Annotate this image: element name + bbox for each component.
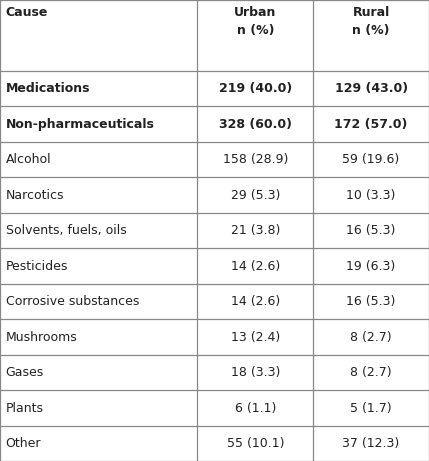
Text: Alcohol: Alcohol xyxy=(6,153,51,166)
Text: 8 (2.7): 8 (2.7) xyxy=(350,331,392,344)
Text: Solvents, fuels, oils: Solvents, fuels, oils xyxy=(6,224,126,237)
Text: 172 (57.0): 172 (57.0) xyxy=(334,118,408,131)
Text: Pesticides: Pesticides xyxy=(6,260,68,273)
Text: 37 (12.3): 37 (12.3) xyxy=(342,437,400,450)
Text: 219 (40.0): 219 (40.0) xyxy=(219,82,292,95)
Text: Mushrooms: Mushrooms xyxy=(6,331,77,344)
Text: Other: Other xyxy=(6,437,41,450)
Text: 14 (2.6): 14 (2.6) xyxy=(231,260,280,273)
Text: 158 (28.9): 158 (28.9) xyxy=(223,153,288,166)
Text: 5 (1.7): 5 (1.7) xyxy=(350,402,392,415)
Text: 14 (2.6): 14 (2.6) xyxy=(231,295,280,308)
Text: Gases: Gases xyxy=(6,366,44,379)
Text: 29 (5.3): 29 (5.3) xyxy=(230,189,280,202)
Text: 129 (43.0): 129 (43.0) xyxy=(335,82,408,95)
Text: Corrosive substances: Corrosive substances xyxy=(6,295,139,308)
Text: 16 (5.3): 16 (5.3) xyxy=(346,224,396,237)
Text: Rural
n (%): Rural n (%) xyxy=(352,6,390,36)
Text: 19 (6.3): 19 (6.3) xyxy=(347,260,396,273)
Text: Urban
n (%): Urban n (%) xyxy=(234,6,276,36)
Text: 59 (19.6): 59 (19.6) xyxy=(342,153,400,166)
Text: 328 (60.0): 328 (60.0) xyxy=(219,118,292,131)
Text: 21 (3.8): 21 (3.8) xyxy=(230,224,280,237)
Text: 8 (2.7): 8 (2.7) xyxy=(350,366,392,379)
Text: Narcotics: Narcotics xyxy=(6,189,64,202)
Text: 55 (10.1): 55 (10.1) xyxy=(227,437,284,450)
Text: Medications: Medications xyxy=(6,82,90,95)
Text: 10 (3.3): 10 (3.3) xyxy=(346,189,396,202)
Text: 18 (3.3): 18 (3.3) xyxy=(230,366,280,379)
Text: 13 (2.4): 13 (2.4) xyxy=(231,331,280,344)
Text: Cause: Cause xyxy=(6,6,48,18)
Text: Plants: Plants xyxy=(6,402,44,415)
Text: Non-pharmaceuticals: Non-pharmaceuticals xyxy=(6,118,154,131)
Text: 6 (1.1): 6 (1.1) xyxy=(235,402,276,415)
Text: 16 (5.3): 16 (5.3) xyxy=(346,295,396,308)
